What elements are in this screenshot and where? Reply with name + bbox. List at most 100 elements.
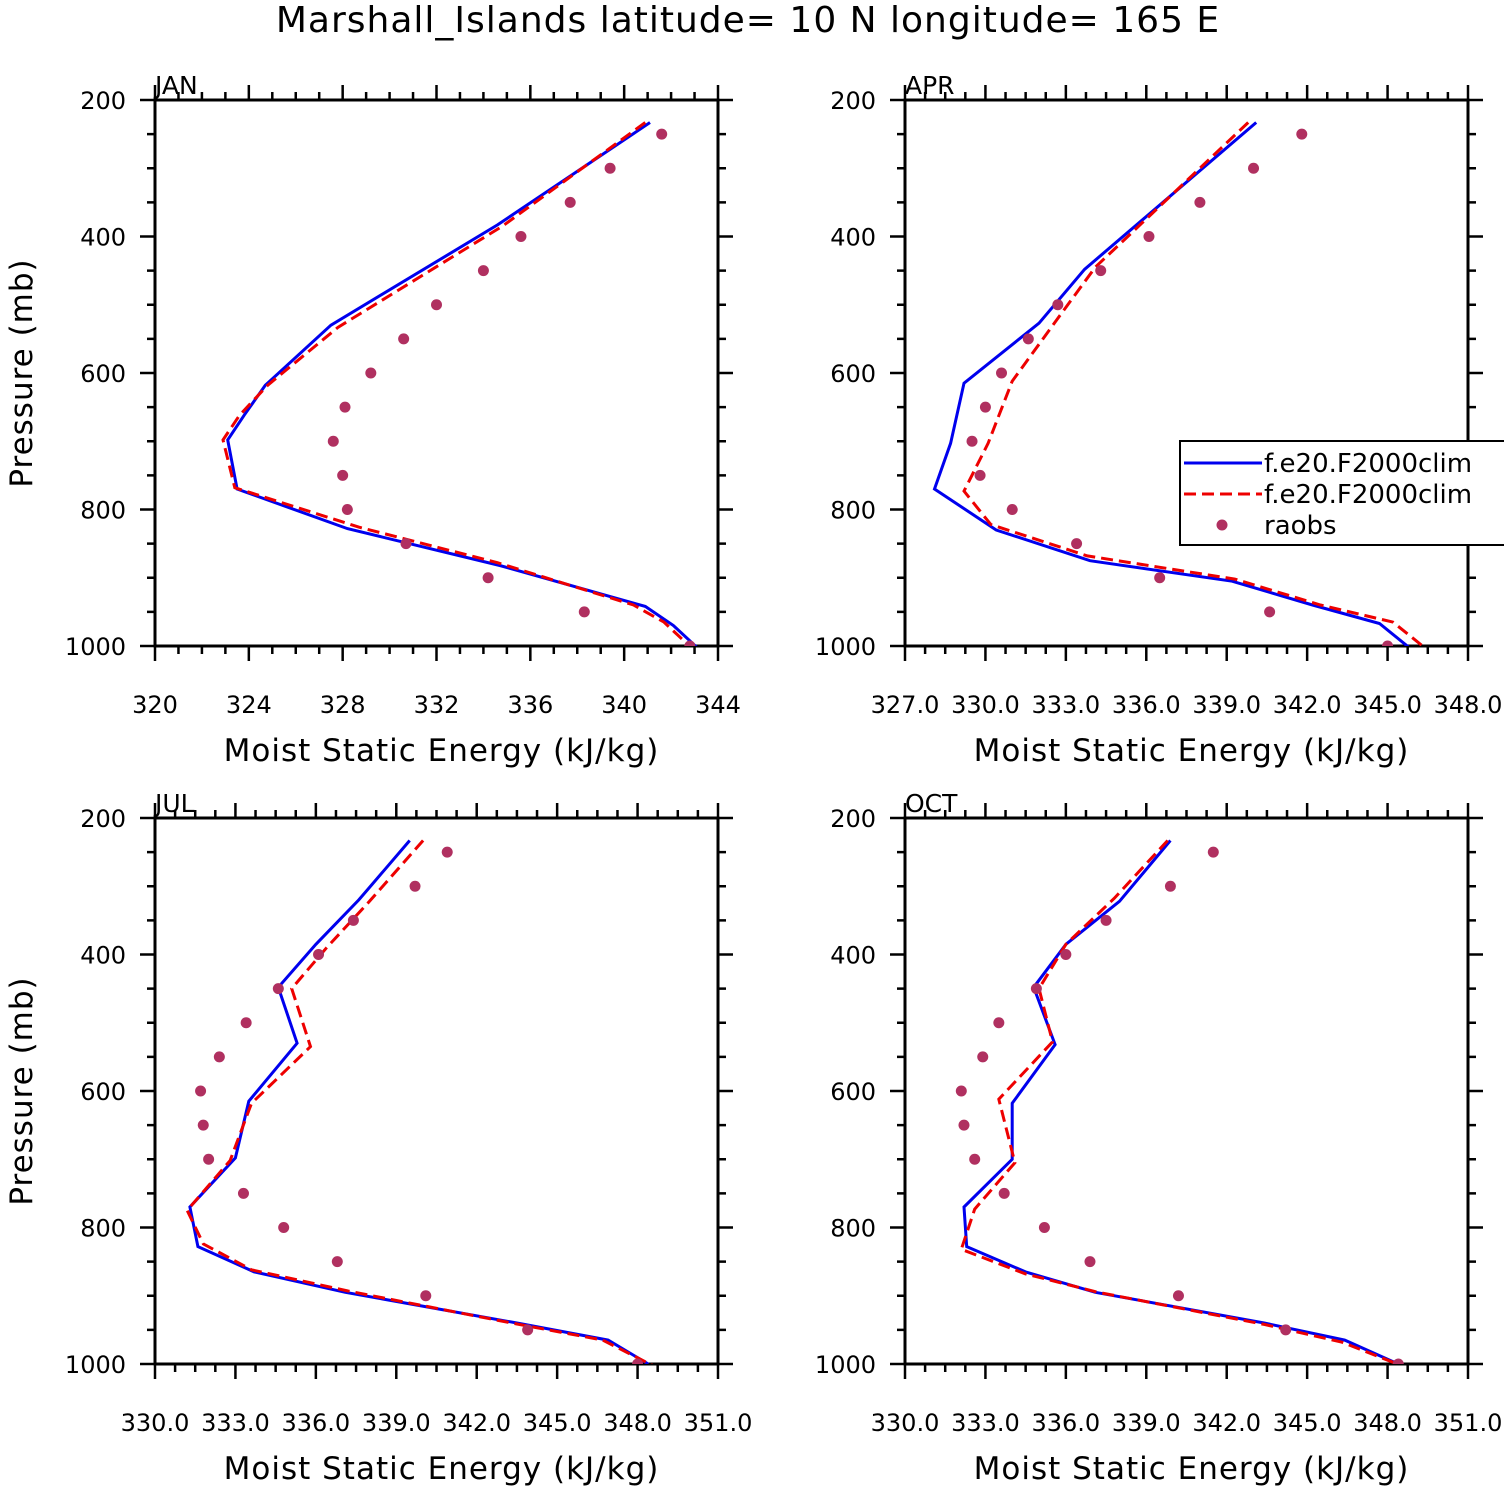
raobs-point — [197, 1119, 209, 1131]
series-line-dashed — [959, 839, 1402, 1364]
raobs-point — [203, 1153, 215, 1165]
x-tick-label: 348.0 — [603, 1409, 672, 1437]
panel-label: JUL — [153, 789, 195, 818]
x-tick-label: 333.0 — [201, 1409, 270, 1437]
raobs-point — [1071, 538, 1083, 550]
x-axis-title: Moist Static Energy (kJ/kg) — [974, 733, 1410, 769]
raobs-point — [482, 572, 494, 584]
y-tick-label: 800 — [80, 497, 126, 525]
x-tick-label: 351.0 — [1434, 1409, 1503, 1437]
raobs-point — [327, 435, 339, 447]
x-tick-label: 339.0 — [1112, 1409, 1181, 1437]
raobs-point — [341, 504, 353, 515]
x-tick-label: 342.0 — [1273, 691, 1342, 719]
y-tick-label: 200 — [80, 805, 126, 833]
x-tick-label: 333.0 — [1031, 691, 1100, 719]
raobs-point — [420, 1290, 432, 1302]
raobs-point — [977, 1051, 989, 1063]
raobs-point — [1143, 231, 1155, 242]
panel-label: APR — [905, 71, 955, 100]
x-tick-label: 342.0 — [442, 1409, 511, 1437]
x-tick-label: 345.0 — [1273, 1409, 1342, 1437]
series-line-solid — [188, 839, 650, 1364]
raobs-point — [966, 435, 978, 447]
raobs-point — [604, 162, 616, 174]
y-tick-label: 800 — [830, 497, 876, 525]
y-tick-label: 400 — [830, 942, 876, 970]
x-tick-label: 336.0 — [1031, 1409, 1100, 1437]
x-tick-label: 324 — [226, 691, 272, 719]
y-tick-label: 200 — [80, 87, 126, 115]
series-line-dashed — [185, 839, 654, 1364]
panel-jul: JUL 330.0 333.0 336.0 339.0 342.0 345.0 348.0 35… — [4, 789, 752, 1487]
y-tick-label: 1000 — [65, 1351, 126, 1379]
raobs-point — [1060, 949, 1072, 960]
raobs-point — [477, 265, 489, 277]
raobs-point — [1095, 265, 1107, 277]
series-line-dashed — [962, 121, 1426, 646]
raobs-point — [337, 469, 349, 481]
raobs-point — [1038, 1222, 1050, 1233]
raobs-point — [969, 1153, 981, 1165]
panel-apr: APR 327.0 330.0 333.0 336.0 339.0 342.0 345.0 34… — [815, 71, 1504, 769]
raobs-point — [684, 640, 696, 646]
raobs-point — [993, 1017, 1005, 1029]
raobs-point — [409, 880, 421, 892]
series-group — [221, 121, 698, 646]
y-tick-label: 200 — [830, 87, 876, 115]
x-tick-label: 342.0 — [1192, 1409, 1261, 1437]
raobs-point — [1172, 1290, 1184, 1302]
raobs-point — [1382, 640, 1394, 646]
figure-title: Marshall_Islands latitude= 10 N longitud… — [276, 0, 1220, 41]
panel-oct: OCT 330.0 333.0 336.0 339.0 342.0 345.0 348.0 35… — [815, 789, 1502, 1487]
x-tick-label: 348.0 — [1434, 691, 1503, 719]
x-tick-label: 330.0 — [121, 1409, 190, 1437]
x-tick-label: 328 — [320, 691, 366, 719]
raobs-point — [1194, 196, 1206, 208]
raobs-point — [365, 367, 377, 379]
raobs-point — [1084, 1256, 1096, 1268]
raobs-point — [1264, 606, 1276, 618]
x-tick-label: 339.0 — [1192, 691, 1261, 719]
raobs-point — [398, 333, 410, 345]
y-tick-label: 400 — [80, 224, 126, 252]
raobs-point — [958, 1119, 970, 1131]
raobs-point — [656, 128, 668, 140]
legend-marker — [1216, 519, 1228, 531]
raobs-point — [522, 1324, 534, 1336]
raobs-point — [578, 606, 590, 618]
raobs-point — [998, 1187, 1010, 1199]
panel-label: OCT — [905, 789, 958, 818]
raobs-point — [339, 401, 351, 413]
series-group — [185, 839, 654, 1364]
raobs-point — [955, 1085, 967, 1097]
raobs-point — [441, 846, 453, 858]
x-tick-label: 336.0 — [1112, 691, 1181, 719]
y-tick-label: 400 — [830, 224, 876, 252]
raobs-point — [213, 1051, 225, 1063]
x-tick-label: 333.0 — [951, 1409, 1020, 1437]
y-tick-label: 600 — [830, 360, 876, 388]
raobs-point — [1154, 572, 1166, 584]
x-tick-label: 336 — [507, 691, 553, 719]
raobs-point — [195, 1085, 207, 1097]
x-tick-label: 351.0 — [684, 1409, 753, 1437]
x-tick-label: 339.0 — [362, 1409, 431, 1437]
plot-frame — [153, 816, 720, 1366]
y-tick-label: 600 — [830, 1078, 876, 1106]
series-group — [955, 839, 1404, 1364]
raobs-point — [1022, 333, 1034, 345]
x-tick-label: 340 — [601, 691, 647, 719]
y-axis-title: Pressure (mb) — [4, 258, 40, 487]
series-group — [932, 121, 1426, 646]
raobs-point — [1207, 846, 1219, 858]
raobs-point — [1052, 299, 1064, 311]
raobs-point — [564, 196, 576, 208]
raobs-point — [1248, 162, 1260, 174]
raobs-point — [1280, 1324, 1292, 1336]
legend-label: f.e20.F2000clim — [1264, 480, 1472, 510]
y-tick-label: 800 — [80, 1215, 126, 1243]
x-tick-label: 344 — [695, 691, 741, 719]
